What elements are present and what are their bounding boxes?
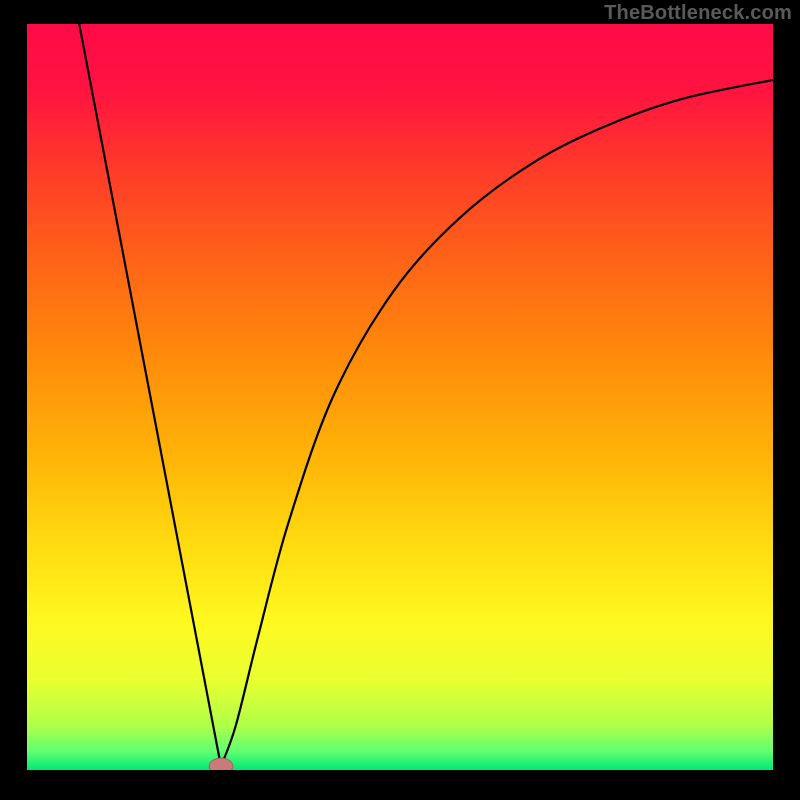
watermark-text: TheBottleneck.com	[604, 2, 792, 25]
chart-background	[27, 24, 773, 770]
chart-container: TheBottleneck.com	[0, 0, 800, 800]
bottleneck-chart	[27, 24, 773, 770]
